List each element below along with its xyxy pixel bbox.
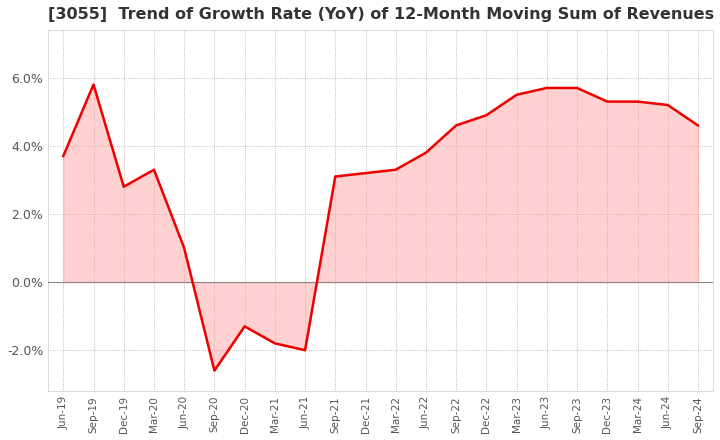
Title: [3055]  Trend of Growth Rate (YoY) of 12-Month Moving Sum of Revenues: [3055] Trend of Growth Rate (YoY) of 12-… [48,7,714,22]
